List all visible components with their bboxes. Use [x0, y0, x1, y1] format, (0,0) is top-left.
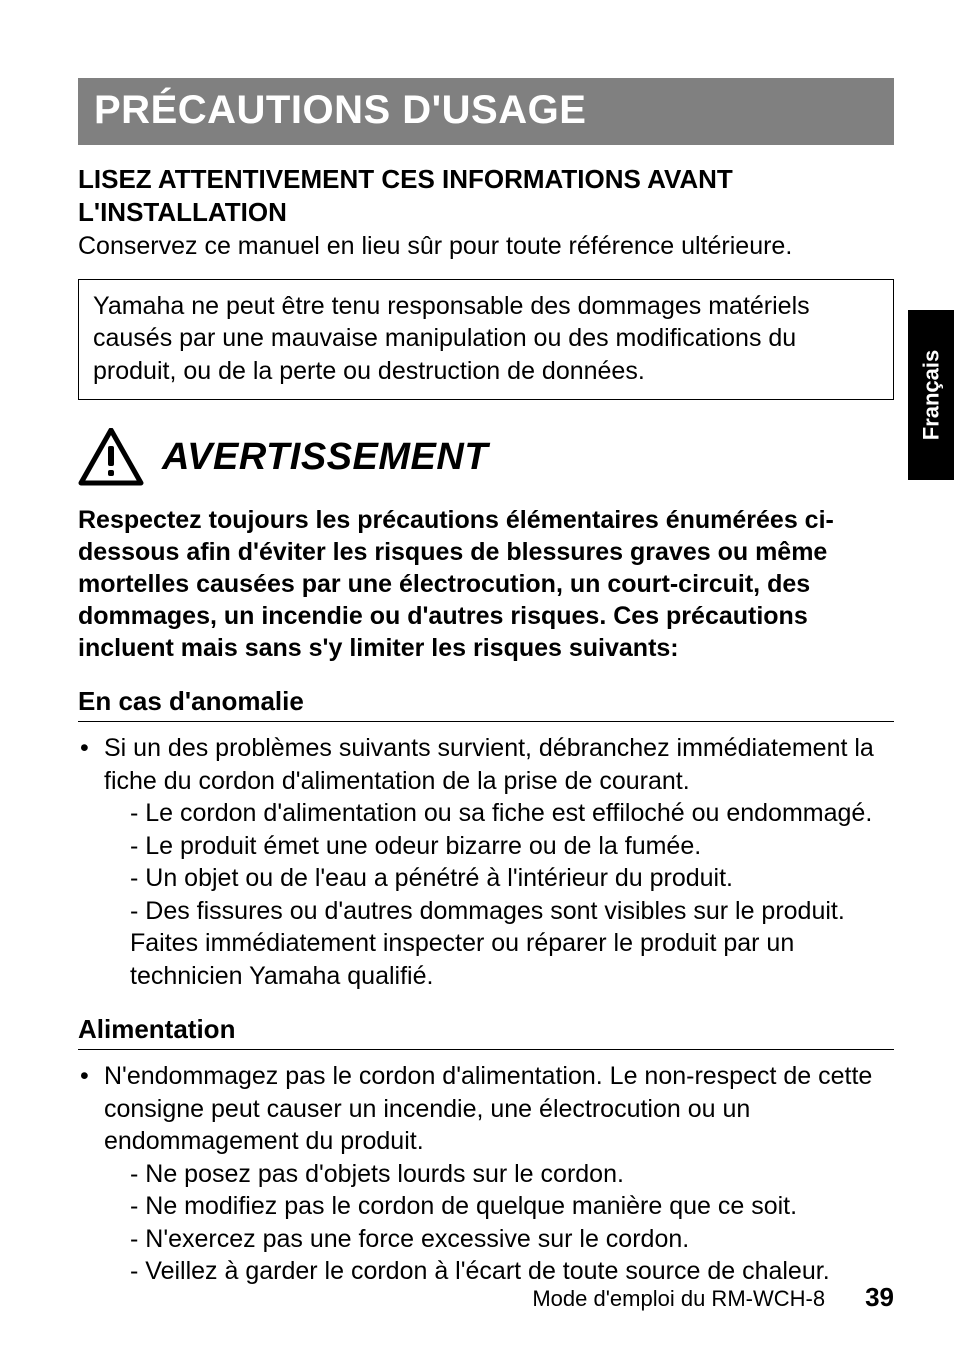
- sub-item: - Ne modifiez pas le cordon de quelque m…: [104, 1190, 894, 1223]
- disclaimer-text: Yamaha ne peut être tenu responsable des…: [93, 292, 810, 385]
- language-tab: Français: [908, 310, 954, 480]
- list-item: N'endommagez pas le cordon d'alimentatio…: [78, 1060, 894, 1288]
- warning-triangle-icon: [78, 428, 144, 486]
- warning-header: AVERTISSEMENT: [78, 428, 894, 486]
- sub-item: - N'exercez pas une force excessive sur …: [104, 1223, 894, 1256]
- tail-text: Faites immédiatement inspecter ou répare…: [104, 927, 894, 992]
- footer-page-number: 39: [865, 1282, 894, 1313]
- language-tab-label: Français: [918, 350, 944, 441]
- read-carefully-heading: LISEZ ATTENTIVEMENT CES INFORMATIONS AVA…: [78, 163, 894, 228]
- sub-item: - Un objet ou de l'eau a pénétré à l'int…: [104, 862, 894, 895]
- page-footer: Mode d'emploi du RM-WCH-8 39: [78, 1282, 894, 1313]
- sub-item: - Le cordon d'alimentation ou sa fiche e…: [104, 797, 894, 830]
- section-anomaly-heading: En cas d'anomalie: [78, 686, 894, 722]
- bullet-intro: Si un des problèmes suivants survient, d…: [104, 734, 874, 795]
- page-title-text: PRÉCAUTIONS D'USAGE: [94, 88, 586, 132]
- footer-doc-title: Mode d'emploi du RM-WCH-8: [532, 1286, 825, 1312]
- bullet-intro: N'endommagez pas le cordon d'alimentatio…: [104, 1062, 872, 1155]
- section-power-list: N'endommagez pas le cordon d'alimentatio…: [78, 1060, 894, 1288]
- disclaimer-box: Yamaha ne peut être tenu responsable des…: [78, 279, 894, 401]
- list-item: Si un des problèmes suivants survient, d…: [78, 732, 894, 992]
- sub-item: - Le produit émet une odeur bizarre ou d…: [104, 830, 894, 863]
- page-title-banner: PRÉCAUTIONS D'USAGE: [78, 78, 894, 145]
- section-anomaly-list: Si un des problèmes suivants survient, d…: [78, 732, 894, 992]
- page: PRÉCAUTIONS D'USAGE LISEZ ATTENTIVEMENT …: [0, 0, 954, 1345]
- section-power-heading: Alimentation: [78, 1014, 894, 1050]
- sub-item: - Des fissures ou d'autres dommages sont…: [104, 895, 894, 928]
- keep-manual-text: Conservez ce manuel en lieu sûr pour tou…: [78, 230, 894, 263]
- warning-label: AVERTISSEMENT: [162, 436, 488, 479]
- sub-item: - Ne posez pas d'objets lourds sur le co…: [104, 1158, 894, 1191]
- warning-paragraph: Respectez toujours les précautions éléme…: [78, 504, 894, 664]
